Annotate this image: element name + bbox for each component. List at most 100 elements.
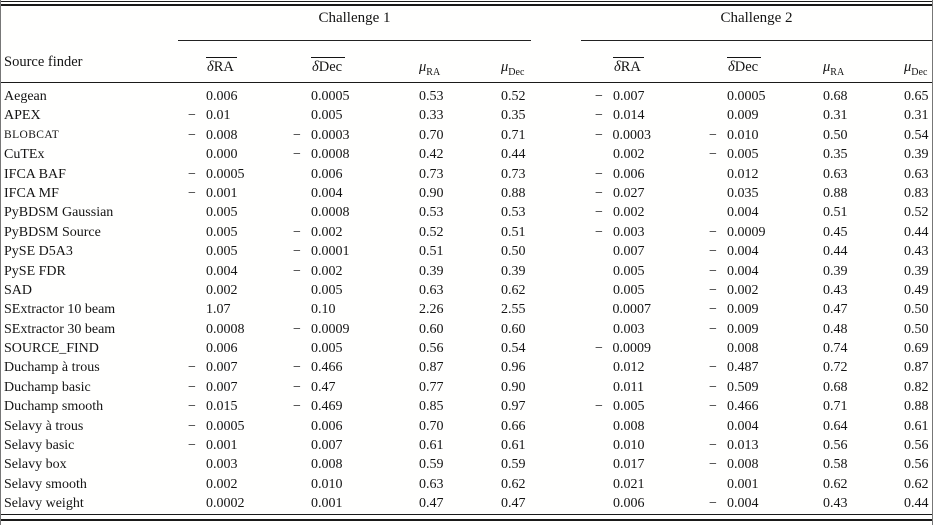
value: 0.85 (419, 399, 444, 415)
value: 0.88 (501, 185, 526, 201)
minus-sign (886, 339, 904, 358)
minus-sign (401, 184, 419, 203)
value: 0.0001 (311, 244, 350, 260)
minus-sign (886, 87, 904, 106)
minus-sign (188, 339, 206, 358)
value: 0.509 (727, 379, 759, 395)
minus-sign (805, 494, 823, 513)
table-row: Selavy weight 0.0002 0.001 0.47 0.47 0.006−0.… (1, 494, 932, 513)
value: 0.005 (206, 205, 238, 221)
challenge-2-spanner-rule (581, 40, 932, 41)
value: 0.487 (727, 360, 759, 376)
value: 0.006 (613, 496, 645, 512)
value-cell: 0.0005 (282, 87, 394, 106)
column-label: μDec (904, 59, 928, 78)
value: 0.0009 (311, 321, 350, 337)
value: 0.005 (727, 147, 759, 163)
source-finder-name: CuTEx (4, 147, 45, 163)
minus-sign (293, 281, 311, 300)
value: 0.004 (311, 185, 343, 201)
value-cell: 0.003 (541, 320, 651, 339)
value-cell: −0.002 (651, 281, 769, 300)
minus-sign (188, 494, 206, 513)
minus-sign (886, 223, 904, 242)
minus-sign (188, 320, 206, 339)
value-cell: 0.000 (176, 145, 282, 164)
value: 0.31 (904, 108, 929, 124)
source-finder-name: SOURCE_FIND (4, 341, 99, 357)
value: 0.007 (311, 438, 343, 454)
table-row: Duchamp à trous −0.007−0.466 0.87 0.96 0.012… (1, 358, 932, 377)
source-finder-name: Selavy box (4, 457, 67, 473)
value-cell: −0.009 (651, 320, 769, 339)
value: 0.83 (904, 185, 929, 201)
source-finder-name: SAD (4, 282, 33, 298)
minus-sign: − (188, 108, 196, 124)
value-cell: 0.0008 (282, 203, 394, 222)
column-header-challenge2-mu-dec: μDec (851, 59, 932, 78)
value: 0.0002 (206, 496, 245, 512)
group-header-challenge-1: Challenge 1 (318, 10, 391, 26)
value-cell: −0.002 (541, 203, 651, 222)
minus-sign (886, 126, 904, 145)
minus-sign (886, 281, 904, 300)
minus-sign: − (188, 438, 196, 454)
minus-sign (483, 417, 501, 436)
value-cell: 0.006 (282, 165, 394, 184)
value-cell: 0.43 (851, 242, 932, 261)
minus-sign (401, 455, 419, 474)
minus-sign (709, 184, 727, 203)
value: 0.87 (419, 360, 444, 376)
value: 0.0005 (311, 89, 350, 104)
value: 0.71 (823, 399, 848, 415)
value: 0.71 (501, 127, 526, 143)
value: 0.008 (206, 127, 238, 143)
column-label: δDec (311, 57, 346, 76)
value: 0.66 (501, 418, 526, 434)
value-cell: −0.027 (541, 184, 651, 203)
minus-sign (886, 494, 904, 513)
minus-sign (483, 145, 501, 164)
value: 0.035 (727, 185, 759, 201)
value-cell: −0.004 (651, 494, 769, 513)
minus-sign: − (188, 360, 196, 376)
value-cell: 0.39 (394, 262, 469, 281)
value: 0.002 (727, 282, 759, 298)
value-cell: 0.56 (851, 436, 932, 455)
value-cell: −0.005 (541, 397, 651, 416)
value: 0.005 (613, 399, 645, 415)
value-cell: 0.008 (541, 417, 651, 436)
value-cell: 0.43 (769, 281, 851, 300)
minus-sign (805, 358, 823, 377)
table-row: CuTEx 0.000−0.0008 0.42 0.44 0.002−0.005 0.35… (1, 145, 932, 164)
minus-sign (293, 300, 311, 319)
minus-sign (886, 262, 904, 281)
value-cell: 0.004 (651, 417, 769, 436)
value: 0.10 (311, 302, 336, 318)
minus-sign (805, 281, 823, 300)
column-label: δRA (613, 57, 644, 76)
value: 0.002 (206, 476, 238, 492)
value: 0.005 (613, 263, 645, 279)
minus-sign (188, 242, 206, 261)
value-cell: 0.62 (469, 475, 541, 494)
minus-sign (401, 203, 419, 222)
value-cell: 0.007 (282, 436, 394, 455)
value: 2.26 (419, 302, 444, 318)
minus-sign: − (293, 127, 301, 143)
value-cell: 0.017 (541, 455, 651, 474)
value: 0.011 (613, 379, 644, 395)
column-header-challenge2-delta-ra: δRA (541, 57, 651, 78)
minus-sign (483, 494, 501, 513)
minus-sign (805, 203, 823, 222)
value-cell: −0.004 (651, 262, 769, 281)
value-cell: 0.62 (769, 475, 851, 494)
minus-sign (805, 300, 823, 319)
value: 0.45 (823, 224, 848, 240)
value-cell: 0.005 (541, 281, 651, 300)
value-cell: 0.62 (851, 475, 932, 494)
value-cell: 0.012 (541, 358, 651, 377)
value-cell: 0.006 (541, 494, 651, 513)
value: 0.52 (419, 224, 444, 240)
